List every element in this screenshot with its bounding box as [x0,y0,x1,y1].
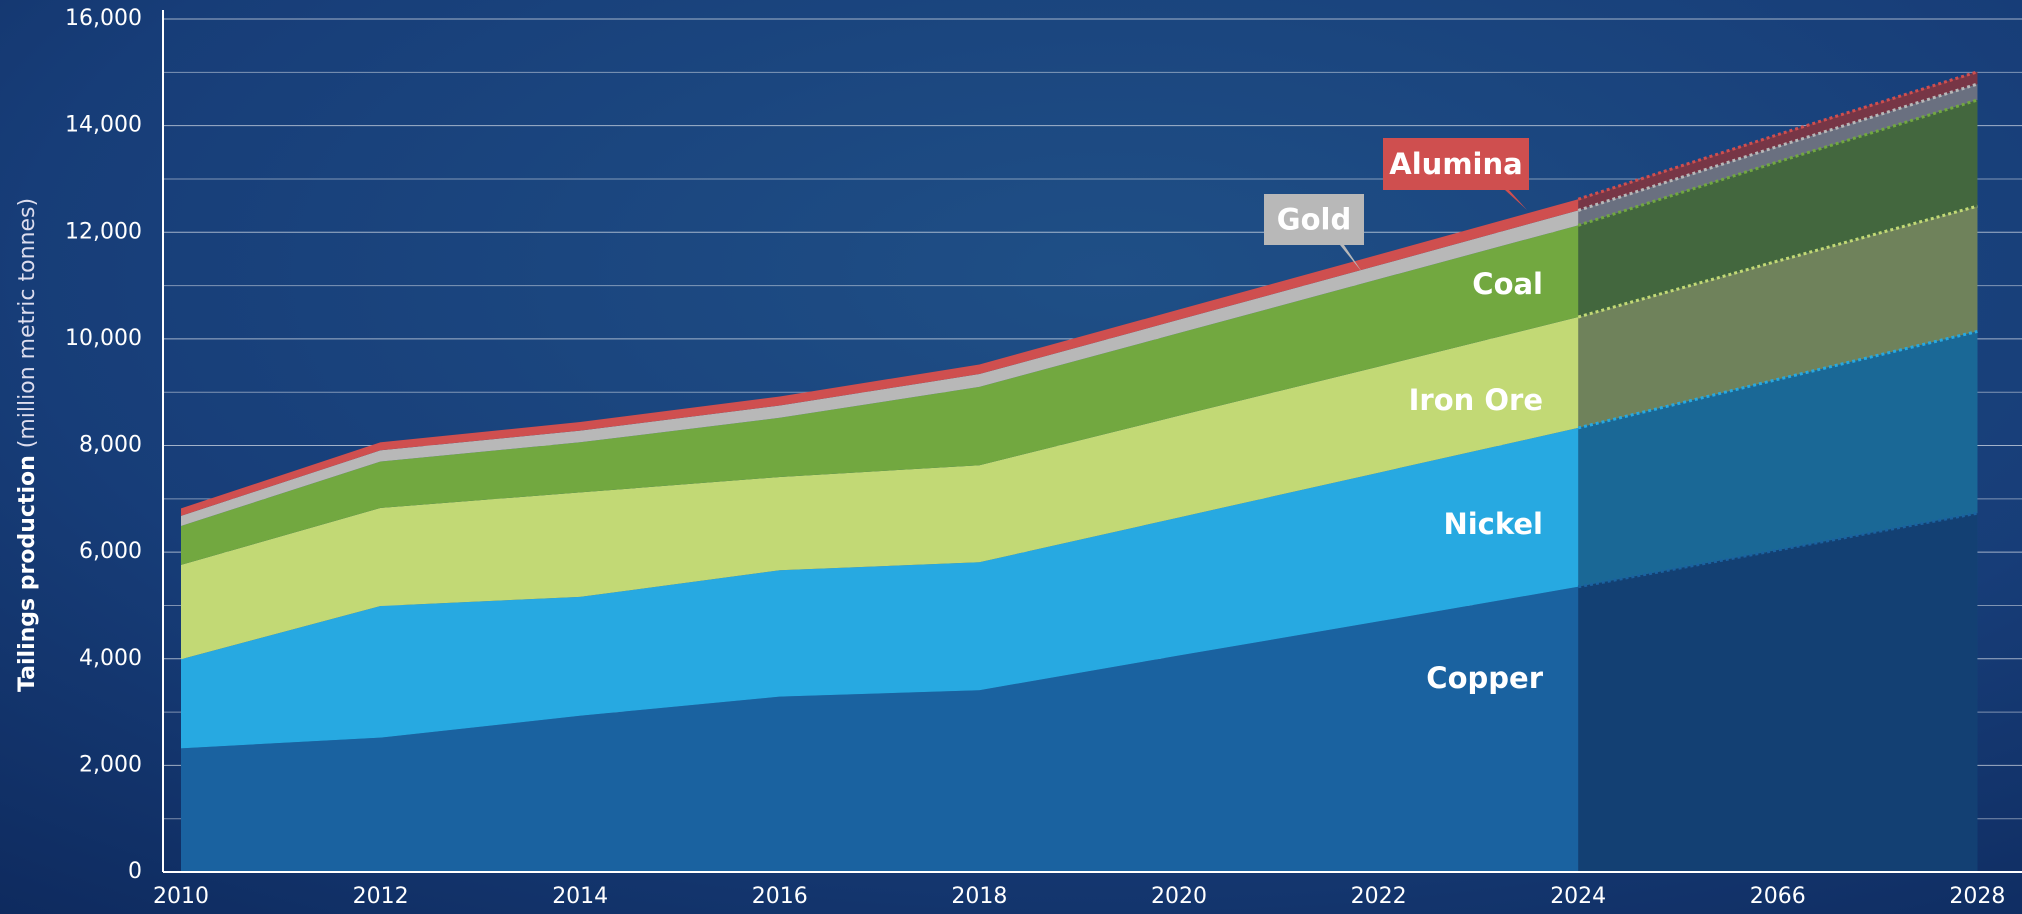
series-label: Gold [1277,203,1351,237]
y-axis-title: Tailings production (million metric tonn… [15,198,40,692]
x-tick-label: 2010 [153,884,209,909]
y-tick-label: 8,000 [79,433,142,458]
y-tick-label: 2,000 [79,752,142,777]
x-tick-label: 2028 [1949,884,2005,909]
x-tick-label: 2018 [951,884,1007,909]
x-tick-label: 2012 [353,884,409,909]
x-tick-label: 2022 [1351,884,1407,909]
series-label: Nickel [1443,507,1543,541]
series-label: Copper [1426,661,1543,695]
chart: 0 2,000 4,000 6,000 8,000 10,000 12,000 14,000 1… [0,0,2022,914]
series-label: Iron Ore [1409,383,1543,417]
series-label: Alumina [1389,147,1522,181]
y-tick-label: 16,000 [65,6,142,31]
series-label: Coal [1472,267,1543,301]
x-tick-label: 2014 [552,884,608,909]
y-axis-label: Tailings production [15,455,40,692]
y-tick-label: 10,000 [65,326,142,351]
y-axis-unit: (million metric tonnes) [15,198,40,448]
x-tick-label: 2024 [1550,884,1606,909]
y-tick-label: 4,000 [79,646,142,671]
x-tick-label: 2020 [1151,884,1207,909]
x-tick-label: 2066 [1750,884,1806,909]
y-tick-label: 12,000 [65,219,142,244]
y-tick-label: 0 [128,859,142,884]
y-tick-label: 14,000 [65,113,142,138]
y-tick-label: 6,000 [79,539,142,564]
x-tick-label: 2016 [752,884,808,909]
